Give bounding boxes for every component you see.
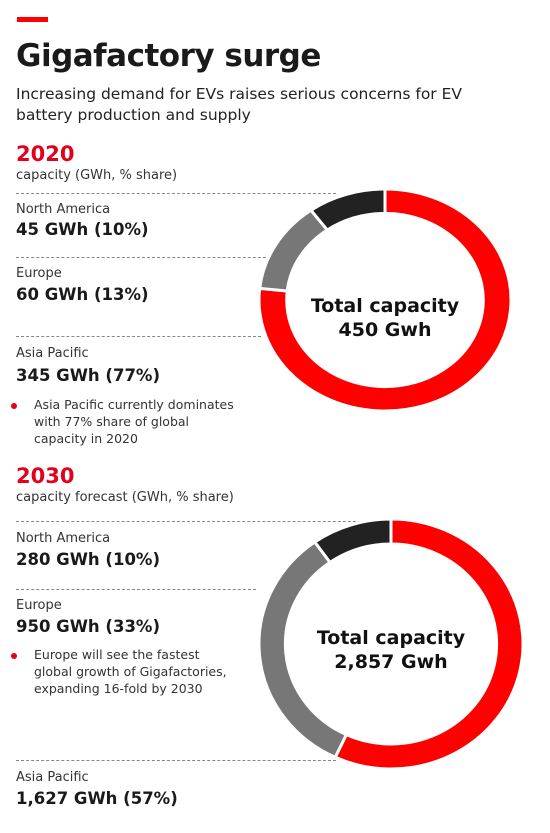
region-label-asia-pacific-2020: Asia Pacific (16, 346, 89, 361)
region-label-north-america-2020: North America (16, 202, 111, 217)
divider (16, 760, 336, 761)
page-title: Gigafactory surge (16, 38, 321, 74)
divider (16, 589, 256, 590)
page-subtitle: Increasing demand for EVs raises serious… (16, 85, 462, 124)
divider (16, 521, 381, 522)
region-label-north-america-2030: North America (16, 531, 111, 546)
region-label-europe-2030: Europe (16, 598, 62, 613)
region-label-europe-2020: Europe (16, 266, 62, 281)
note-2030: Europe will see the fastest global growt… (34, 647, 227, 696)
region-value-north-america-2020: 45 GWh (10%) (16, 220, 149, 239)
donut-chart-2020 (258, 188, 512, 412)
region-value-europe-2020: 60 GWh (13%) (16, 285, 149, 304)
donut-chart-2030 (257, 517, 525, 771)
divider (16, 257, 286, 258)
divider (16, 193, 336, 194)
donut-slice-asia-pacific (333, 517, 525, 771)
donut-slice-asia-pacific (258, 188, 512, 412)
year-2020-heading: 2020 (16, 142, 75, 166)
region-value-asia-pacific-2020: 345 GWh (77%) (16, 366, 160, 385)
note-2020: Asia Pacific currently dominates with 77… (34, 397, 234, 446)
accent-bar (17, 17, 48, 22)
region-value-north-america-2030: 280 GWh (10%) (16, 550, 160, 569)
region-label-asia-pacific-2030: Asia Pacific (16, 770, 89, 785)
center-label-2020: Total capacity (310, 295, 460, 317)
region-value-asia-pacific-2030: 1,627 GWh (57%) (16, 789, 178, 808)
region-value-europe-2030: 950 GWh (33%) (16, 617, 160, 636)
note-bullet-icon (11, 653, 17, 659)
note-bullet-icon (11, 403, 17, 409)
divider (16, 336, 261, 337)
donut-center-2030: Total capacity 2,857 Gwh (257, 626, 525, 674)
center-total-2020: 450 Gwh (338, 319, 432, 341)
donut-center-2020: Total capacity 450 Gwh (258, 294, 512, 342)
panel-2020-subtitle: capacity (GWh, % share) (16, 168, 178, 183)
panel-2030-subtitle: capacity forecast (GWh, % share) (16, 490, 234, 505)
center-label-2030: Total capacity (316, 627, 466, 649)
donut-slice-north-america (312, 517, 393, 565)
year-2030-heading: 2030 (16, 464, 75, 488)
center-total-2030: 2,857 Gwh (334, 651, 448, 673)
donut-slice-europe (258, 208, 330, 293)
donut-slice-north-america (308, 188, 387, 232)
